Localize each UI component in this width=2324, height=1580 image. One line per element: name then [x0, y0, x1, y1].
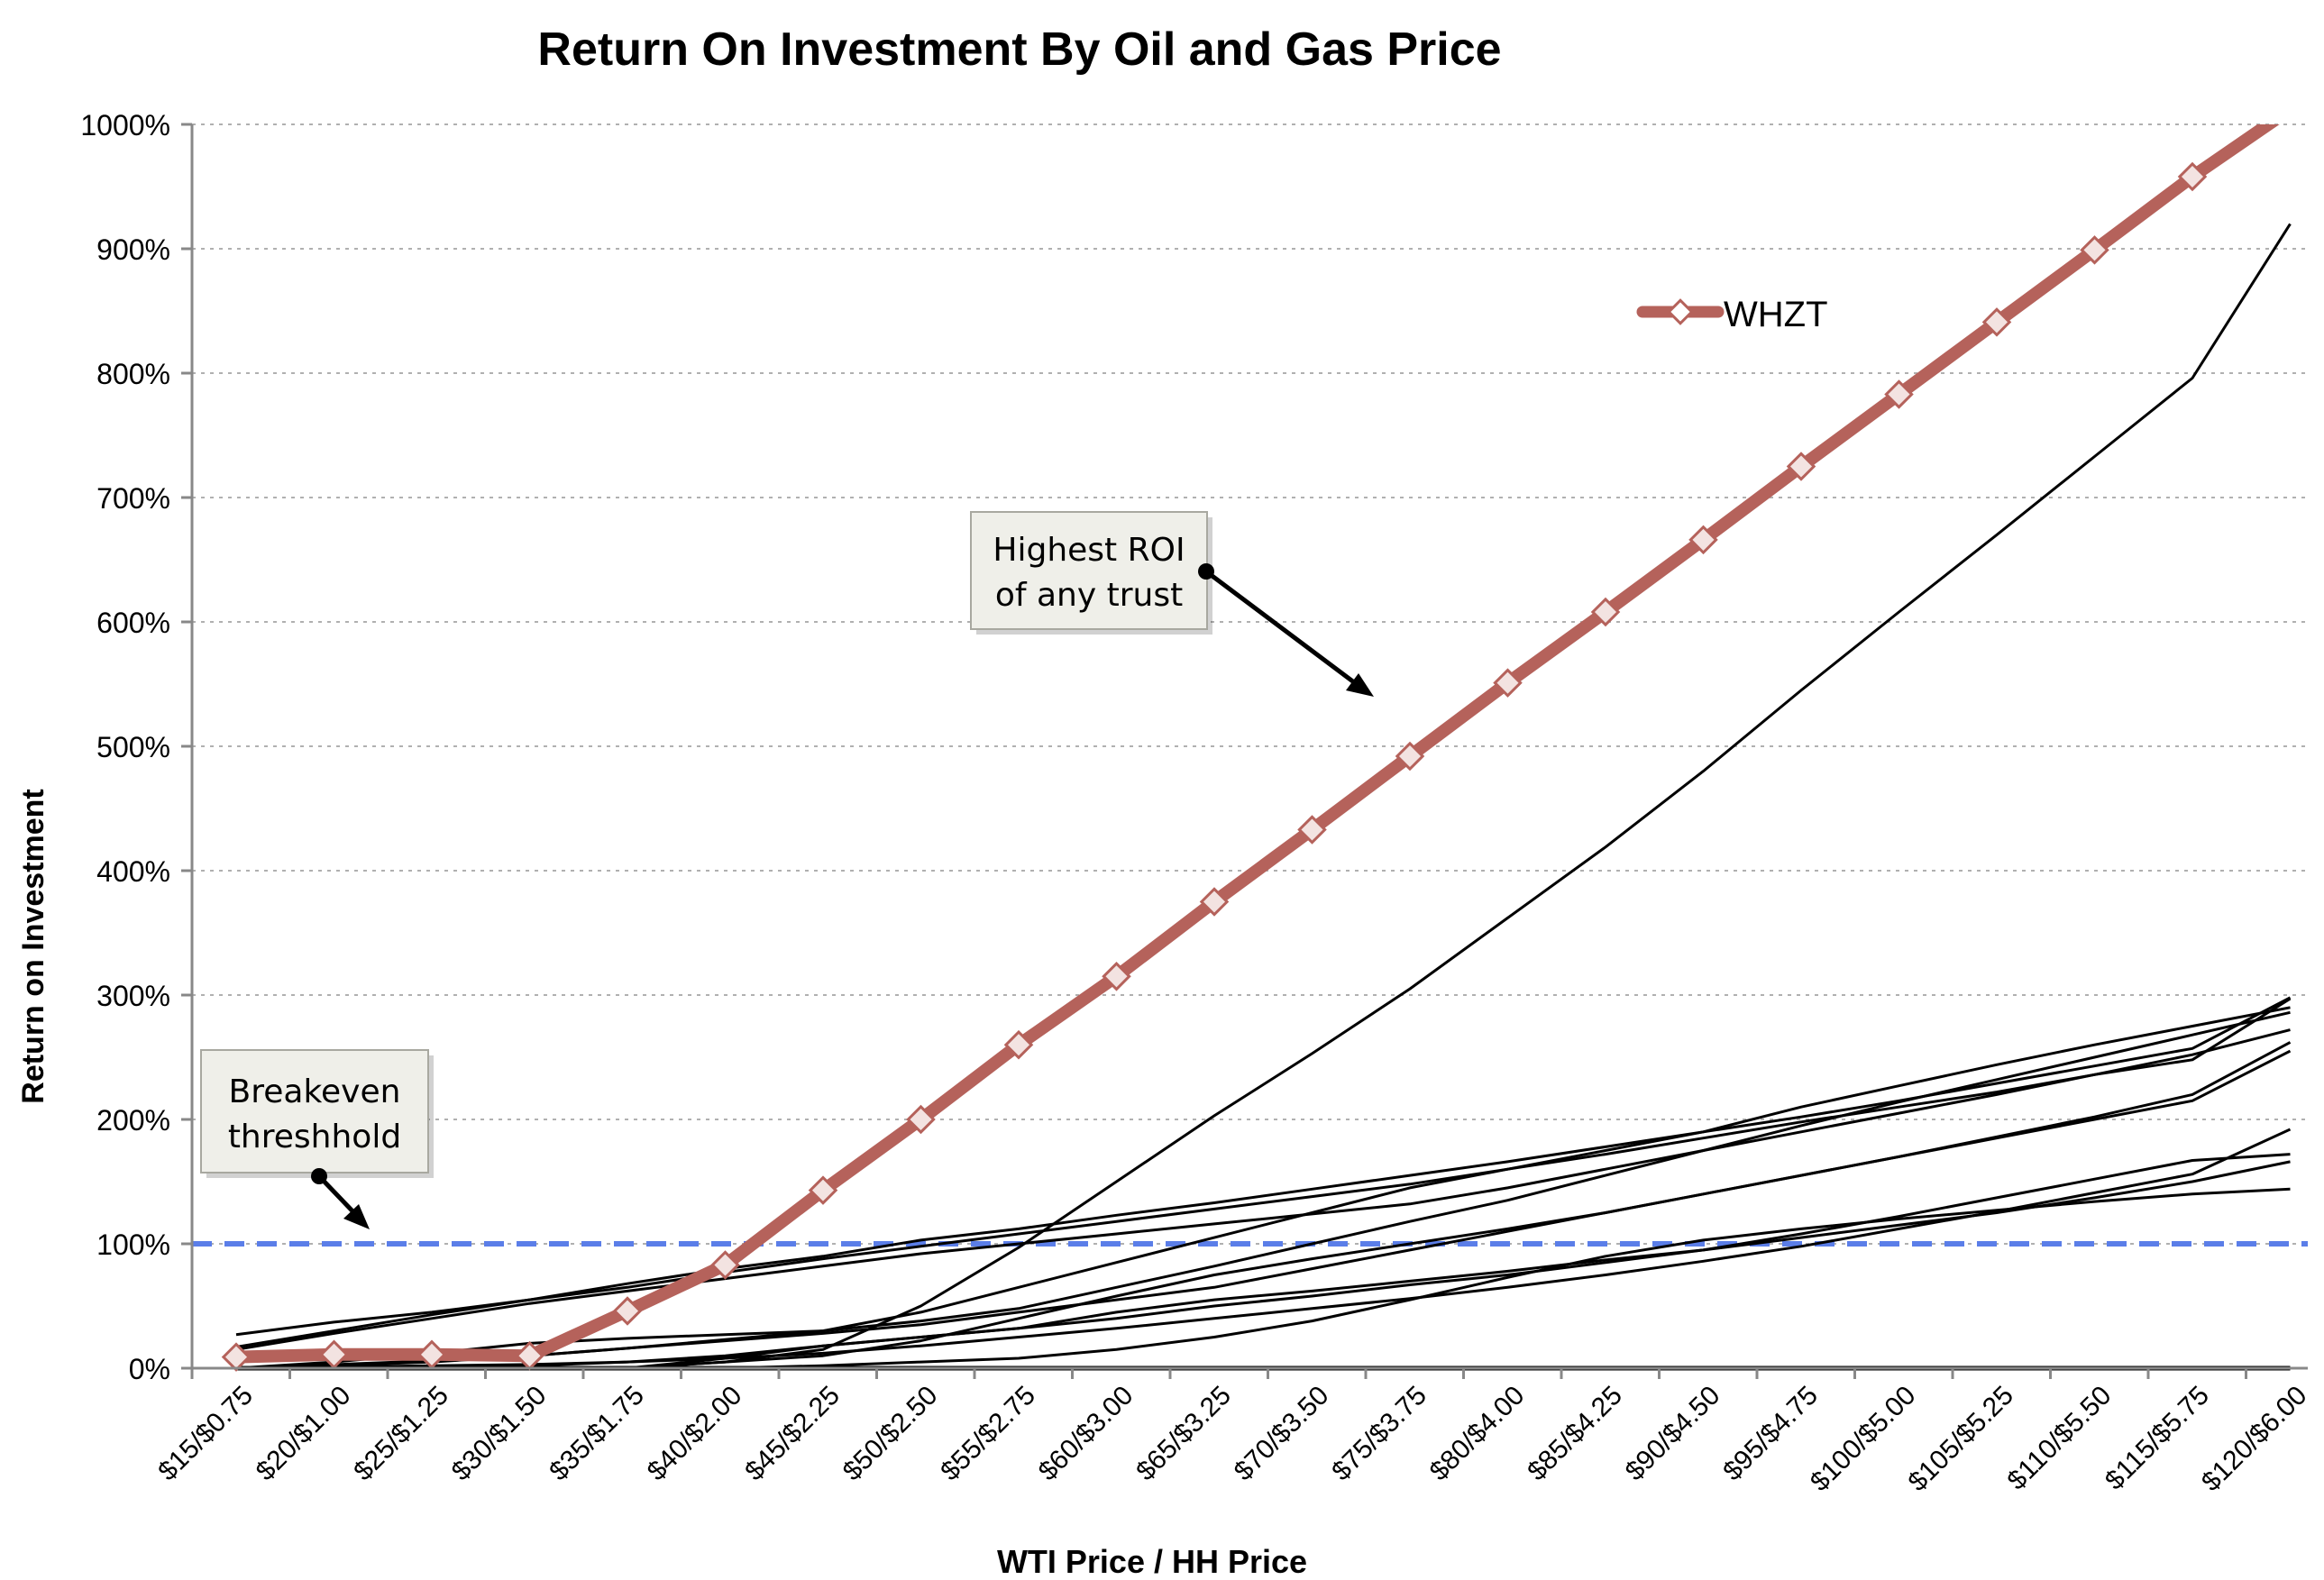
whzt-marker — [416, 1339, 447, 1370]
series-line-10 — [236, 1160, 2291, 1370]
x-tick-label: $65/$3.25 — [1130, 1381, 1237, 1487]
whzt-marker — [221, 1342, 252, 1372]
whzt-marker — [1786, 452, 1816, 481]
x-tick-label: $30/$1.50 — [446, 1381, 553, 1487]
x-tick-label: $40/$2.00 — [642, 1381, 748, 1487]
x-tick-label: $95/$4.75 — [1717, 1381, 1824, 1487]
x-tick-label: $60/$3.00 — [1033, 1381, 1139, 1487]
x-tick-label: $105/$5.25 — [1902, 1381, 2019, 1498]
breakeven-arrowhead — [343, 1204, 370, 1229]
series-line-9 — [236, 1153, 2291, 1370]
y-tick-label: 400% — [96, 855, 170, 888]
chart-title: Return On Investment By Oil and Gas Pric… — [537, 23, 1501, 76]
series-line-8 — [235, 1128, 2292, 1370]
whzt-marker — [1102, 962, 1131, 991]
y-tick-label: 0% — [129, 1353, 170, 1385]
x-axis-title: WTI Price / HH Price — [997, 1543, 1307, 1580]
y-tick-label: 500% — [96, 731, 170, 763]
whzt-marker — [1297, 815, 1327, 845]
x-tick-label: $70/$3.50 — [1229, 1381, 1335, 1487]
highest-roi-arrowhead — [1346, 673, 1374, 697]
x-tick-label: $55/$2.75 — [935, 1381, 1041, 1487]
legend-marker-whzt — [1667, 298, 1694, 325]
legend: WHZT — [1636, 295, 1828, 334]
highest-roi-callout: Highest ROI of any trust — [970, 511, 1374, 697]
breakeven-callout-line2: threshhold — [228, 1119, 401, 1155]
y-tick-label: 900% — [96, 233, 170, 266]
x-tick-label: $120/$6.00 — [2196, 1381, 2313, 1498]
series-line-6 — [235, 1010, 2291, 1370]
gridlines — [192, 123, 2308, 1245]
whzt-marker — [1003, 1029, 1034, 1060]
whzt-marker — [1688, 525, 1718, 555]
axes — [181, 123, 2308, 1379]
breakeven-callout: Breakeven threshhold — [200, 1049, 434, 1229]
highest-roi-arrow — [1204, 570, 1363, 690]
y-tick-label: 700% — [96, 482, 170, 515]
x-tick-label: $110/$5.50 — [2002, 1381, 2118, 1496]
whzt-marker — [808, 1175, 838, 1205]
whzt-marker — [1395, 741, 1425, 772]
highest-roi-callout-line2: of any trust — [995, 577, 1183, 614]
whzt-marker — [515, 1340, 544, 1371]
legend-label-whzt: WHZT — [1724, 295, 1828, 334]
x-tick-label: $90/$4.50 — [1620, 1381, 1726, 1487]
y-tick-label: 600% — [96, 607, 170, 639]
x-tick-label: $20/$1.00 — [251, 1381, 357, 1487]
whzt-marker — [2177, 161, 2208, 192]
whzt-marker — [319, 1339, 349, 1370]
highest-roi-callout-line1: Highest ROI — [993, 532, 1185, 569]
x-tick-label: $80/$4.00 — [1424, 1381, 1531, 1487]
whzt-marker — [2080, 235, 2109, 265]
whzt-series — [221, 124, 2280, 1372]
series-lines — [235, 223, 2292, 1371]
breakeven-callout-body — [200, 1049, 429, 1174]
y-tick-label: 1000% — [80, 109, 170, 142]
x-tick-label: $50/$2.50 — [837, 1381, 944, 1487]
whzt-marker — [612, 1296, 643, 1326]
highest-roi-callout-body — [970, 511, 1208, 630]
series-line-2 — [235, 997, 2292, 1337]
y-tick-label: 100% — [96, 1228, 170, 1261]
whzt-marker — [1493, 668, 1523, 698]
whzt-marker — [1590, 597, 1621, 627]
x-tick-label: $15/$0.75 — [152, 1381, 259, 1487]
whzt-marker — [710, 1250, 740, 1280]
y-axis-title: Return on Investment — [16, 789, 50, 1103]
y-tick-label: 300% — [96, 980, 170, 1012]
series-line-12 — [236, 1041, 2292, 1370]
x-tick-label: $100/$5.00 — [1805, 1381, 1922, 1498]
y-tick-label: 200% — [96, 1104, 170, 1137]
x-tick-label: $75/$3.75 — [1326, 1381, 1432, 1487]
x-tick-label: $85/$4.25 — [1522, 1381, 1628, 1487]
x-tick-labels: $15/$0.75$20/$1.00$25/$1.25$30/$1.50$35/… — [152, 1381, 2312, 1498]
breakeven-callout-line1: Breakeven — [229, 1073, 401, 1110]
whzt-marker — [906, 1104, 936, 1135]
x-tick-label: $25/$1.25 — [348, 1381, 454, 1487]
series-line-whzt — [235, 124, 2280, 1364]
whzt-marker — [1981, 307, 2012, 337]
y-tick-labels: 0% 100% 200% 300% 400% 500% 600% 700% 800% 900% 10… — [80, 109, 170, 1385]
y-tick-label: 800% — [96, 358, 170, 390]
whzt-marker — [1884, 379, 1914, 409]
x-tick-label: $45/$2.25 — [739, 1381, 846, 1487]
series-line-4 — [235, 1028, 2291, 1351]
x-tick-label: $35/$1.75 — [544, 1381, 650, 1487]
whzt-marker — [1199, 887, 1230, 917]
